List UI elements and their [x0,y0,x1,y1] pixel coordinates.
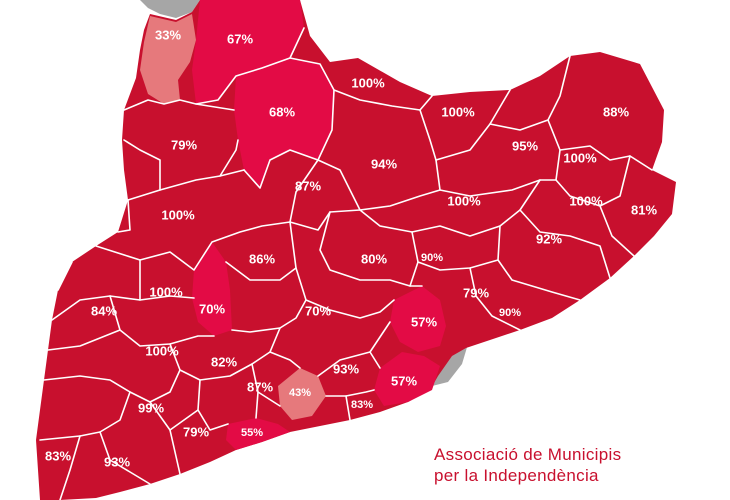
legend-line-2: per la Independència [434,466,599,485]
comarca-borders [39,27,653,500]
region-value-label: 55% [241,427,263,439]
region-value-label: 100% [447,193,481,208]
region-value-label: 67% [227,31,253,46]
region-value-label: 87% [247,379,273,394]
region-value-label: 100% [351,75,385,90]
region-value-label: 92% [536,231,562,246]
region-shade-medium [192,242,232,336]
outside-area-north [140,0,200,18]
region-shade-light [278,368,326,420]
region-value-label: 100% [149,284,183,299]
region-value-label: 94% [371,156,397,171]
legend-line-1: Associació de Municipis [434,445,622,464]
region-value-label: 70% [199,301,225,316]
region-shade-medium [390,286,446,352]
region-value-label: 83% [45,448,71,463]
region-labels: 33% 67% 100% 68% 100% 88% 79% 95% 94% 100% 87% 100%… [45,27,657,469]
region-shade-medium [374,352,440,406]
region-value-label: 33% [155,27,181,42]
region-value-label: 80% [361,251,387,266]
region-shade-medium [234,58,334,188]
region-value-label: 68% [269,104,295,119]
region-value-label: 79% [463,285,489,300]
region-shade-medium [226,418,290,450]
region-value-label: 95% [512,138,538,153]
catalonia-landmass [36,0,676,500]
region-value-label: 88% [603,104,629,119]
region-value-label: 99% [138,400,164,415]
region-value-label: 81% [631,202,657,217]
region-value-label: 100% [441,104,475,119]
region-value-label: 87% [295,178,321,193]
region-value-label: 100% [145,343,179,358]
region-value-label: 86% [249,251,275,266]
legend-text: Associació de Municipis per la Independè… [434,444,621,486]
region-value-label: 79% [183,424,209,439]
legend: Associació de Municipis per la Independè… [418,432,730,500]
region-value-label: 57% [411,314,437,329]
region-value-label: 100% [569,193,603,208]
region-value-label: 100% [563,150,597,165]
region-value-label: 43% [289,387,311,399]
region-value-label: 79% [171,137,197,152]
region-value-label: 84% [91,303,117,318]
region-shade-light [140,14,196,104]
region-value-label: 82% [211,354,237,369]
region-value-label: 90% [499,307,521,319]
region-value-label: 83% [351,399,373,411]
region-value-label: 100% [161,207,195,222]
region-value-label: 93% [333,361,359,376]
region-value-label: 70% [305,303,331,318]
region-value-label: 57% [391,373,417,388]
region-shade-medium [192,0,304,104]
region-value-label: 90% [421,252,443,264]
region-value-label: 93% [104,454,130,469]
